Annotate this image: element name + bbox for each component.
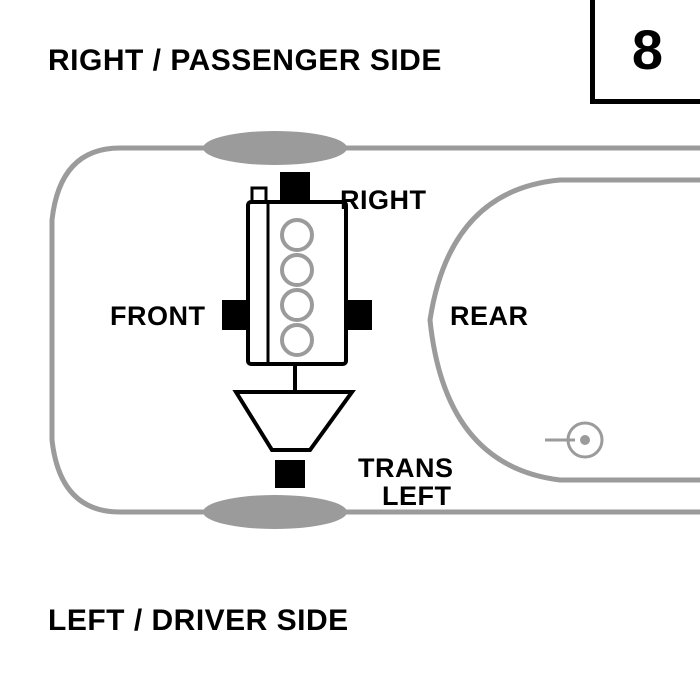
wheel (203, 495, 347, 529)
figure-number-box: 8 (590, 0, 700, 104)
mount-rear (346, 300, 372, 330)
diagram-stage: 8 RIGHT / PASSENGER SIDE LEFT / DRIVER S… (0, 0, 700, 700)
mount-front (222, 300, 248, 330)
bottom-heading: LEFT / DRIVER SIDE (48, 604, 349, 638)
oil-cap-icon (252, 188, 266, 202)
wheel (203, 131, 347, 165)
cylinder-circle (282, 325, 312, 355)
schematic-svg (0, 110, 700, 550)
fuel-cap-dot (580, 435, 590, 445)
figure-number: 8 (632, 17, 663, 82)
cylinder-circle (282, 220, 312, 250)
cabin-outline (430, 180, 700, 480)
transmission-outline (236, 392, 352, 450)
mount-right (280, 172, 310, 202)
car-body-outline (52, 148, 700, 512)
top-heading: RIGHT / PASSENGER SIDE (48, 44, 442, 78)
cylinder-circle (282, 255, 312, 285)
cylinder-circle (282, 290, 312, 320)
mount-trans (275, 460, 305, 488)
cylinders-group (282, 220, 312, 355)
